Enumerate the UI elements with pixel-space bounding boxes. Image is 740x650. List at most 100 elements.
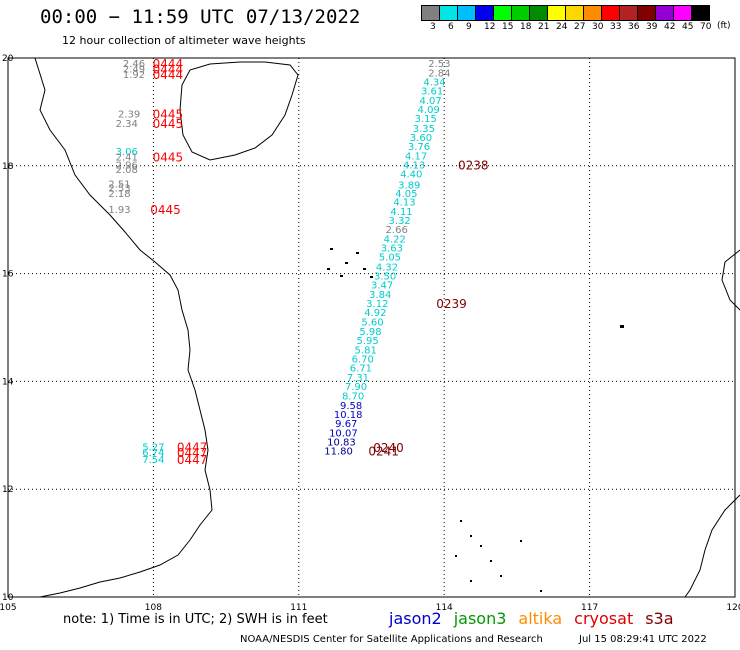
lon-tick-label: 117: [581, 603, 598, 613]
colorbar-label: 9: [466, 22, 472, 32]
lat-tick-label: 10: [2, 593, 14, 603]
wave-height-value: 4.05: [395, 189, 417, 200]
colorbar-label: 12: [484, 22, 496, 32]
lon-tick-label: 108: [145, 603, 162, 613]
map-border: [7, 57, 736, 598]
wave-height-value: 5.81: [355, 345, 377, 356]
wave-height-value: 3.89: [398, 180, 420, 191]
pass-time: 0240: [373, 441, 404, 455]
island-dot: [490, 560, 492, 562]
pass-time: 0444: [153, 68, 184, 82]
island-dot: [330, 248, 333, 250]
mission-cryosat: cryosat: [574, 609, 634, 628]
wave-height-labels: 2.532.844.343.614.074.093.153.353.603.76…: [108, 59, 450, 466]
pass-time: 0445: [153, 117, 184, 131]
wave-height-value: 3.06: [116, 147, 138, 158]
colorbar-swatch: 33: [601, 5, 621, 32]
wave-height-value: 6.70: [352, 355, 374, 366]
wave-height-value: 1.93: [108, 205, 130, 216]
wave-height-value: 2.18: [108, 189, 130, 200]
lat-tick-label: 12: [2, 485, 13, 495]
wave-height-value: 10.83: [327, 438, 356, 449]
wave-height-value: 2.96: [116, 160, 138, 171]
pass-time: 0444: [153, 57, 184, 71]
wave-height-value: 7.90: [345, 382, 367, 393]
wave-height-value: 2.51: [108, 179, 130, 190]
mission-altika: altika: [518, 609, 563, 628]
wave-height-value: 4.92: [364, 308, 386, 319]
wave-height-value: 2.66: [386, 225, 408, 236]
wave-height-value: 10.18: [334, 410, 363, 421]
wave-height-value: 6.71: [350, 364, 372, 375]
pass-time: 0445: [153, 150, 184, 164]
mission-legend: jason2 jason3 altika cryosat s3a: [389, 609, 686, 628]
lon-tick-label: 114: [436, 603, 453, 613]
wave-height-value: 7.54: [142, 455, 164, 466]
wave-height-value: 5.98: [359, 327, 381, 338]
credit-text: NOAA/NESDIS Center for Satellite Applica…: [240, 634, 543, 645]
pass-time-labels: 0444044404440445044504450445023802390447…: [150, 57, 488, 467]
wave-height-value: 9.58: [340, 401, 362, 412]
colorbar-label: 3: [430, 22, 436, 32]
island-dot: [356, 252, 359, 254]
palawan-coast: [684, 494, 740, 598]
wave-height-value: 4.11: [390, 207, 412, 218]
colorbar-label: 18: [520, 22, 532, 32]
pass-time: 0447: [177, 453, 208, 467]
wave-height-value: 4.40: [400, 170, 422, 181]
pass-time: 0447: [177, 440, 208, 454]
colorbar-label: 70: [700, 22, 712, 32]
pass-time: 0445: [153, 107, 184, 121]
island-dot: [340, 275, 343, 277]
wave-height-value: 2.39: [118, 109, 140, 120]
wave-height-value: 3.60: [410, 133, 432, 144]
lat-tick-label: 14: [2, 377, 14, 387]
pass-time: 0238: [458, 158, 489, 172]
colorbar-label: 45: [682, 22, 694, 32]
wave-height-value: 7.31: [347, 373, 369, 384]
colorbar-swatch: 39: [637, 5, 657, 32]
wave-height-value: 4.34: [423, 77, 445, 88]
lat-tick-label: 16: [2, 270, 14, 280]
island-dot: [455, 555, 457, 557]
colorbar-swatch: 24: [547, 5, 567, 32]
wave-height-value: 8.70: [342, 392, 364, 403]
island-dot: [520, 540, 522, 542]
colorbar-label: 30: [592, 22, 604, 32]
wave-height-value: 4.13: [403, 160, 425, 171]
map-title: 00:00 − 11:59 UTC 07/13/2022: [40, 6, 361, 28]
colorbar-label: 6: [448, 22, 454, 32]
island-dot: [460, 520, 462, 522]
colorbar-label: 39: [646, 22, 658, 32]
colorbar-swatch: 70: [691, 5, 711, 32]
wave-height-value: 3.32: [388, 216, 410, 227]
map-subtitle: 12 hour collection of altimeter wave hei…: [62, 34, 306, 47]
wave-height-value: 11.80: [324, 447, 353, 458]
wave-height-value: 4.13: [393, 198, 415, 209]
mission-jason2: jason2: [389, 609, 442, 628]
island-dot: [480, 545, 482, 547]
map-frame: [7, 57, 736, 598]
wave-height-value: 2.41: [116, 152, 138, 163]
island-dot: [470, 580, 472, 582]
wave-height-value: 4.17: [405, 151, 427, 162]
colorbar-label: 27: [574, 22, 586, 32]
wave-height-value: 6.74: [142, 448, 164, 459]
luzon-coast: [721, 249, 740, 311]
lon-tick-label: 105: [0, 603, 17, 613]
lat-tick-label: 20: [2, 54, 14, 64]
lat-tick-label: 18: [2, 162, 14, 172]
colorbar-swatch: 12: [475, 5, 495, 32]
colorbar-label: 42: [664, 22, 676, 32]
wave-height-value: 3.12: [366, 299, 388, 310]
wave-height-value: 4.32: [376, 262, 398, 273]
wave-height-colorbar: 3 6 9 12 15 18 21 24 27 30 33 36 39 42 45 70: [421, 5, 711, 32]
wave-height-value: 3.84: [369, 290, 391, 301]
wave-height-value: 4.09: [418, 105, 440, 116]
wave-height-value: 3.35: [413, 124, 435, 135]
colorbar-unit: (ft): [717, 21, 731, 31]
wave-height-value: 3.50: [374, 272, 396, 283]
lon-tick-label: 111: [290, 603, 307, 613]
wave-height-value: 5.27: [142, 442, 164, 453]
